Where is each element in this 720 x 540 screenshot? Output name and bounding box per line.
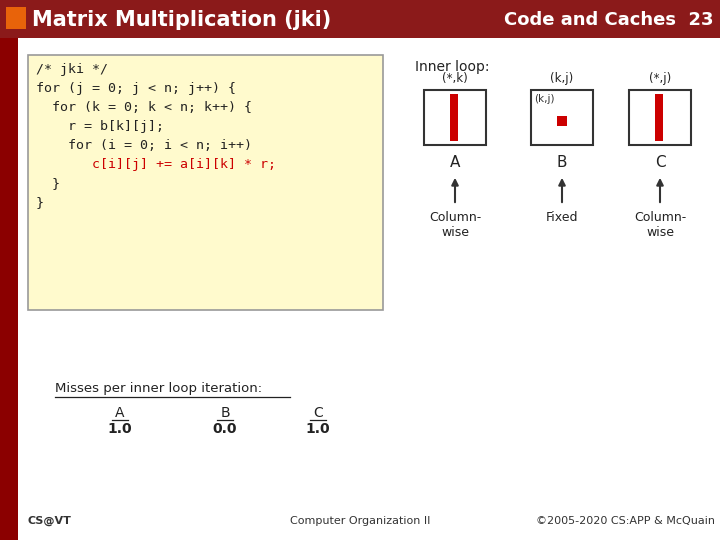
Text: B: B xyxy=(220,406,230,420)
Text: Column-
wise: Column- wise xyxy=(634,211,686,239)
Text: Computer Organization II: Computer Organization II xyxy=(290,516,430,526)
Text: Matrix Multiplication (jki): Matrix Multiplication (jki) xyxy=(32,10,331,30)
Text: A: A xyxy=(115,406,125,420)
Bar xyxy=(0,38,18,540)
Text: r = b[k][j];: r = b[k][j]; xyxy=(36,120,164,133)
Text: C: C xyxy=(654,155,665,170)
Bar xyxy=(28,55,383,310)
Text: 1.0: 1.0 xyxy=(108,422,132,436)
Text: 0.0: 0.0 xyxy=(212,422,238,436)
Text: Fixed: Fixed xyxy=(546,211,578,224)
Text: c[i][j] += a[i][k] * r;: c[i][j] += a[i][k] * r; xyxy=(44,158,276,171)
Text: for (j = 0; j < n; j++) {: for (j = 0; j < n; j++) { xyxy=(36,82,236,95)
Text: /* jki */: /* jki */ xyxy=(36,63,108,76)
Bar xyxy=(629,90,691,145)
Text: (k,j): (k,j) xyxy=(550,72,574,85)
Bar xyxy=(655,94,663,141)
Bar xyxy=(531,90,593,145)
Text: CS@VT: CS@VT xyxy=(28,516,72,526)
Bar xyxy=(557,117,567,126)
Text: (*,k): (*,k) xyxy=(442,72,468,85)
Text: for (k = 0; k < n; k++) {: for (k = 0; k < n; k++) { xyxy=(36,101,252,114)
Text: (*,j): (*,j) xyxy=(649,72,671,85)
Bar xyxy=(450,94,458,141)
Text: 1.0: 1.0 xyxy=(306,422,330,436)
Text: Column-
wise: Column- wise xyxy=(429,211,481,239)
Text: A: A xyxy=(450,155,460,170)
Text: Code and Caches  23: Code and Caches 23 xyxy=(505,11,714,29)
Text: Misses per inner loop iteration:: Misses per inner loop iteration: xyxy=(55,382,262,395)
Text: }: } xyxy=(36,177,60,190)
Text: Inner loop:: Inner loop: xyxy=(415,60,490,74)
Bar xyxy=(424,90,486,145)
Text: B: B xyxy=(557,155,567,170)
Bar xyxy=(6,7,26,29)
Text: (k,j): (k,j) xyxy=(534,94,554,104)
Text: }: } xyxy=(36,196,44,209)
Text: ©2005-2020 CS:APP & McQuain: ©2005-2020 CS:APP & McQuain xyxy=(536,516,715,526)
Text: for (i = 0; i < n; i++): for (i = 0; i < n; i++) xyxy=(36,139,252,152)
Bar xyxy=(0,0,720,38)
Text: C: C xyxy=(313,406,323,420)
